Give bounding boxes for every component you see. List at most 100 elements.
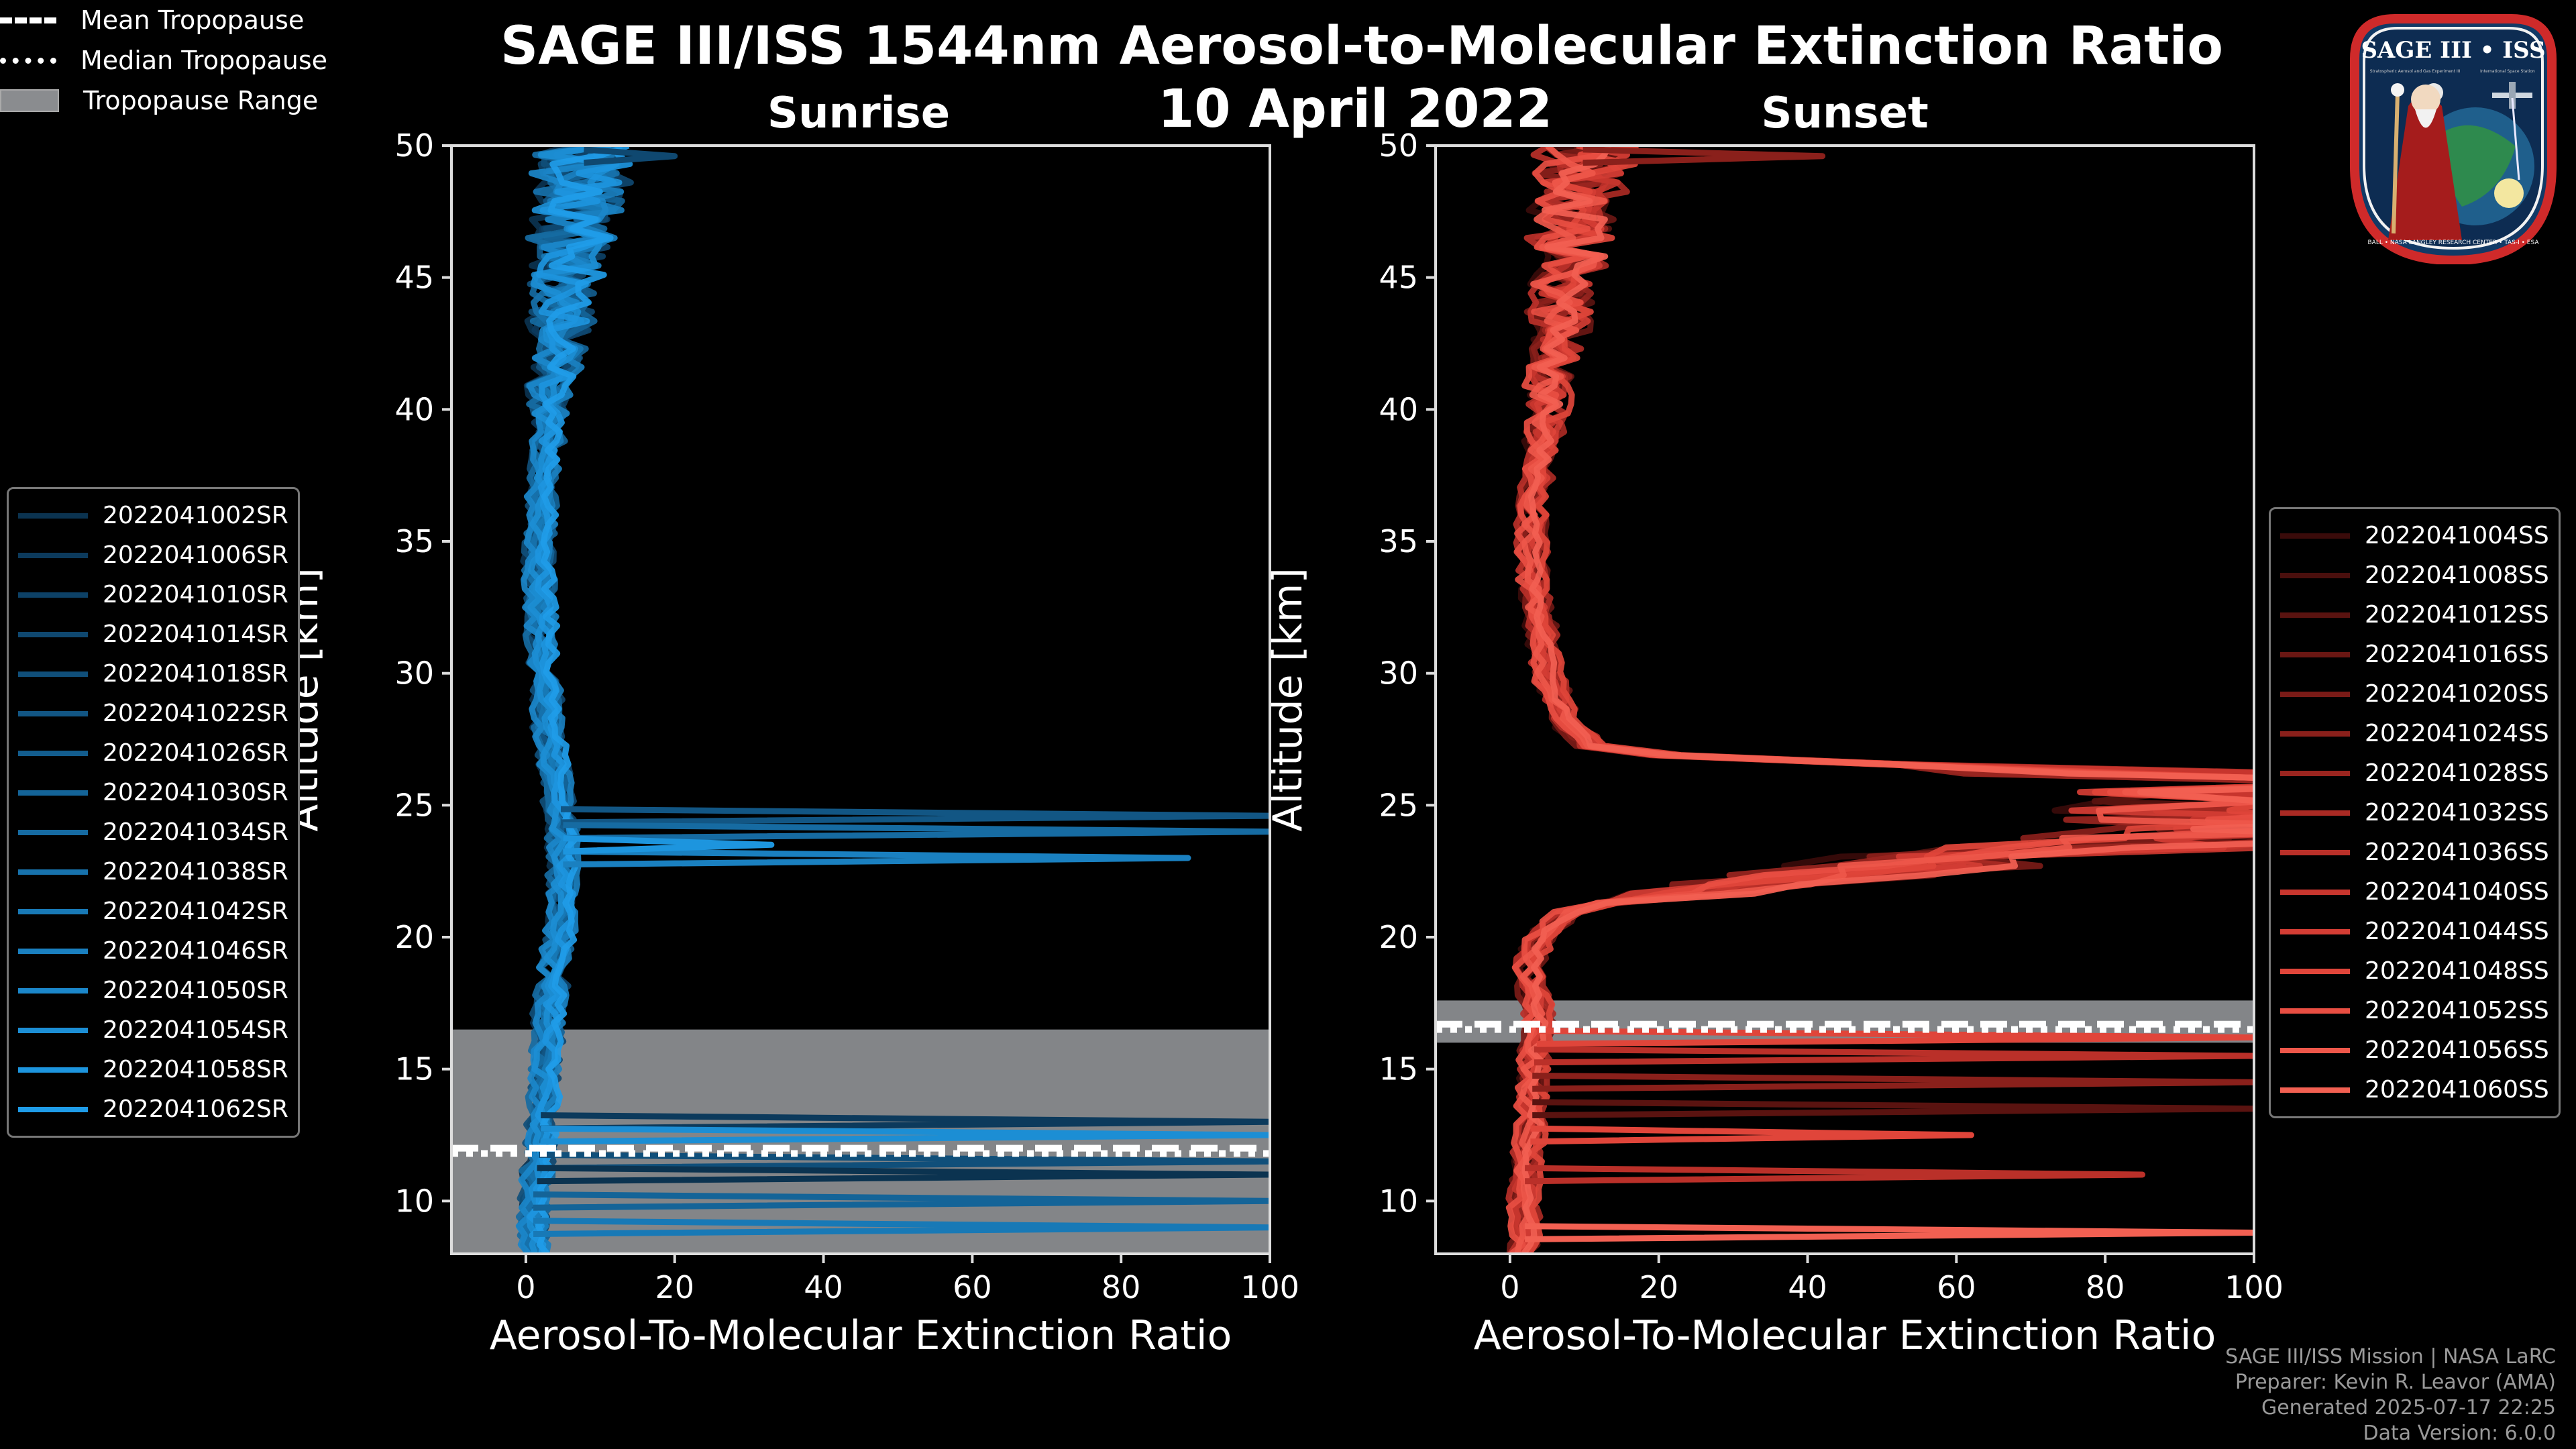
- logo-subtitle-right: International Space Station: [2480, 69, 2535, 74]
- date-title: 10 April 2022: [1157, 79, 1553, 140]
- legend-mean-tropopause: Mean Tropopause: [0, 0, 2576, 40]
- x-tick-label: 80: [1102, 1269, 1141, 1305]
- x-tick-label: 40: [1788, 1269, 1827, 1305]
- legend-entry: 2022041038SR: [18, 852, 288, 892]
- y-tick-label: 45: [394, 260, 434, 296]
- legend-entry: 2022041052SS: [2280, 991, 2549, 1030]
- y-tick-label: 15: [394, 1051, 434, 1087]
- legend-swatch: [18, 869, 88, 875]
- y-tick-label: 35: [394, 523, 434, 559]
- sage-iii-iss-logo: SAGE III • ISS Stratospheric Aerosol and…: [2350, 14, 2557, 264]
- legend-swatch: [18, 1106, 88, 1112]
- spike-mark: [541, 1112, 1270, 1132]
- legend-entry: 2022041030SR: [18, 773, 288, 812]
- legend-swatch: [18, 948, 88, 954]
- legend-swatch: [2280, 1047, 2350, 1053]
- legend-label: 2022041056SS: [2365, 1036, 2549, 1064]
- legend-swatch: [18, 987, 88, 994]
- legend-swatch: [18, 631, 88, 637]
- legend-label: 2022041030SR: [103, 779, 288, 806]
- legend-entry: 2022041006SR: [18, 535, 288, 575]
- legend-label: 2022041032SS: [2365, 799, 2549, 826]
- footer-line: SAGE III/ISS Mission | NASA LaRC: [2225, 1345, 2556, 1368]
- spike-mark: [1532, 1099, 2254, 1118]
- legend-entry: 2022041024SS: [2280, 714, 2549, 753]
- y-tick-label: 30: [1379, 655, 1418, 692]
- legend-entry: 2022041034SR: [18, 812, 288, 852]
- legend-label: 2022041062SR: [103, 1095, 288, 1123]
- footer-line: Generated 2025-07-17 22:25: [2261, 1396, 2556, 1419]
- legend-tropopause-range: Tropopause Range: [0, 80, 2576, 121]
- logo-ring-text: BALL • NASA LANGLEY RESEARCH CENTER • TA…: [2367, 239, 2539, 246]
- legend-entry: 2022041062SR: [18, 1089, 288, 1129]
- sunrise-x-axis-label: Aerosol-To-Molecular Extinction Ratio: [490, 1312, 1232, 1359]
- sunrise-axes-frame: [450, 144, 1271, 1255]
- spike-mark: [1530, 1125, 1974, 1145]
- legend-label: 2022041004SS: [2365, 522, 2549, 549]
- legend-entry: 2022041010SR: [18, 575, 288, 614]
- legend-swatch: [2280, 572, 2350, 578]
- y-tick-label: 10: [1379, 1183, 1418, 1219]
- legend-entry: 2022041054SR: [18, 1010, 288, 1050]
- legend-label: Mean Tropopause: [80, 5, 305, 35]
- dotted-line-icon: [0, 57, 56, 64]
- legend-entry: 2022041058SR: [18, 1050, 288, 1089]
- legend-swatch: [2280, 533, 2350, 539]
- legend-swatch: [2280, 968, 2350, 974]
- legend-entry: 2022041032SS: [2280, 793, 2549, 833]
- legend-entry: 2022041002SR: [18, 496, 288, 535]
- spike-mark: [1534, 1046, 2254, 1066]
- legend-swatch: [18, 513, 88, 519]
- legend-swatch: [18, 908, 88, 914]
- spike-mark: [560, 806, 1270, 826]
- legend-swatch: [2280, 731, 2350, 737]
- range-box-icon: [0, 89, 59, 112]
- legend-label: 2022041018SR: [103, 660, 288, 688]
- legend-swatch: [18, 592, 88, 598]
- legend-label: 2022041026SR: [103, 739, 288, 767]
- legend-label: 2022041022SR: [103, 700, 288, 727]
- legend-label: 2022041054SR: [103, 1016, 288, 1044]
- y-tick-label: 25: [394, 787, 434, 823]
- legend-entry: 2022041036SS: [2280, 833, 2549, 872]
- legend-label: 2022041050SR: [103, 977, 288, 1004]
- spike-mark: [537, 1165, 1270, 1185]
- x-tick-label: 60: [1937, 1269, 1976, 1305]
- y-tick-label: 50: [1379, 127, 1418, 164]
- legend-swatch: [18, 1067, 88, 1073]
- sunset-plot-area: [1436, 146, 2254, 1254]
- legend-entry: 2022041048SS: [2280, 951, 2549, 991]
- y-tick-label: 20: [394, 919, 434, 955]
- legend-swatch: [2280, 889, 2350, 895]
- legend-label: 2022041040SS: [2365, 878, 2549, 906]
- x-tick-label: 100: [1240, 1269, 1299, 1305]
- x-tick-label: 80: [2086, 1269, 2125, 1305]
- legend-label: 2022041010SR: [103, 581, 288, 608]
- legend-entry: 2022041056SS: [2280, 1030, 2549, 1070]
- dashed-line-icon: [0, 17, 56, 23]
- x-tick-label: 0: [516, 1269, 535, 1305]
- legend-label: 2022041024SS: [2365, 720, 2549, 747]
- legend-entry: 2022041046SR: [18, 931, 288, 971]
- legend-entry: 2022041060SS: [2280, 1070, 2549, 1110]
- y-tick-label: 30: [394, 655, 434, 692]
- legend-swatch: [2280, 612, 2350, 618]
- y-tick-label: 40: [1379, 391, 1418, 427]
- spike-mark: [563, 835, 775, 855]
- legend-swatch: [18, 1027, 88, 1033]
- legend-swatch: [2280, 928, 2350, 934]
- legend-entry: 2022041026SR: [18, 733, 288, 773]
- legend-label: 2022041014SR: [103, 621, 288, 648]
- legend-swatch: [18, 829, 88, 835]
- legend-entry: 2022041050SR: [18, 971, 288, 1010]
- legend-label: 2022041016SS: [2365, 641, 2549, 668]
- legend-label: 2022041038SR: [103, 858, 288, 885]
- legend-swatch: [18, 710, 88, 716]
- legend-entry: 2022041040SS: [2280, 872, 2549, 912]
- legend-entry: 2022041004SS: [2280, 516, 2549, 555]
- tropopause-legend: Mean Tropopause Median Tropopause Tropop…: [0, 0, 2576, 121]
- spike-mark: [1536, 1028, 2254, 1047]
- y-tick-label: 25: [1379, 787, 1418, 823]
- chart-title: SAGE III/ISS 1544nm Aerosol-to-Molecular…: [500, 16, 2223, 76]
